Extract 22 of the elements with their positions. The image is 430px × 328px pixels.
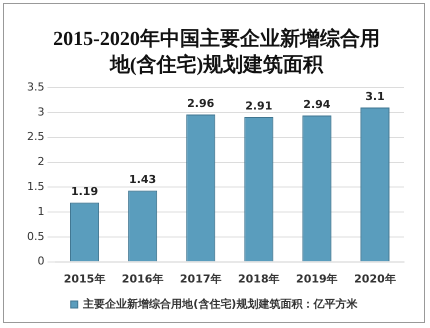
legend-label: 主要企业新增综合用地(含住宅)规划建筑面积：亿平方米 (82, 297, 358, 310)
x-tick-label: 2018年 (238, 272, 280, 286)
y-tick-label: 1 (37, 204, 44, 218)
x-tick-label: 2019年 (296, 272, 338, 286)
chart-title: 2015-2020年中国主要企业新增综合用地(含住宅)规划建筑面积 (52, 26, 381, 78)
x-tick-label: 2015年 (64, 272, 106, 286)
y-tick-label: 1.5 (26, 180, 44, 193)
y-tick-label: 0 (37, 254, 44, 268)
data-label: 3.1 (365, 90, 385, 103)
y-tick-label: 3.5 (26, 80, 44, 94)
x-tick-label: 2016年 (122, 272, 164, 286)
x-tick-label: 2020年 (354, 272, 396, 286)
data-label: 2.91 (245, 99, 272, 112)
data-label: 1.43 (129, 172, 156, 186)
data-label: 1.19 (70, 184, 98, 198)
y-tick-label: 2 (37, 155, 44, 168)
y-tick-label: 3 (37, 105, 44, 118)
y-tick-label: 2.5 (26, 130, 44, 144)
data-label: 2.94 (303, 98, 331, 111)
x-tick-label: 2017年 (180, 272, 222, 286)
data-label: 2.96 (187, 96, 215, 110)
y-tick-label: 0.5 (26, 230, 44, 243)
